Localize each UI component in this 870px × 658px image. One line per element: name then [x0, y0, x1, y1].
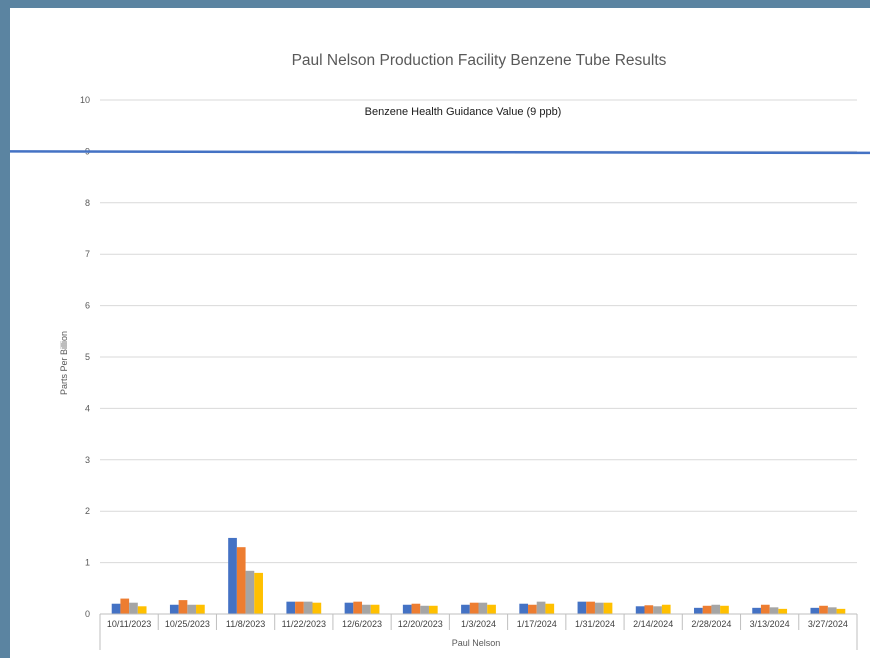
y-tick-label: 8: [85, 198, 90, 208]
y-axis-title: Parts Per Billion: [59, 331, 69, 395]
bar: [519, 603, 529, 614]
x-category-label: 12/20/2023: [398, 619, 443, 629]
reference-line-label: Benzene Health Guidance Value (9 ppb): [365, 106, 562, 118]
x-category-label: 11/8/2023: [226, 619, 265, 629]
bar: [586, 601, 595, 614]
x-category-label: 2/14/2024: [633, 619, 673, 629]
bar: [702, 605, 712, 614]
gridlines: [100, 99, 857, 564]
bar: [428, 605, 438, 614]
y-tick-label: 0: [85, 609, 90, 619]
bar: [228, 537, 237, 614]
bar: [836, 608, 846, 614]
bar: [169, 604, 179, 614]
bar: [694, 607, 703, 614]
y-tick-label: 5: [85, 352, 90, 362]
y-tick-label: 7: [85, 249, 90, 259]
bar: [187, 604, 197, 614]
bar: [461, 604, 470, 614]
x-axis: 10/11/2023 10/25/2023 11/8/2023 11/22/2023 1…: [99, 613, 858, 650]
y-tick-label: 6: [85, 301, 90, 311]
bar: [370, 604, 380, 614]
bar: [286, 601, 296, 614]
bar: [545, 603, 555, 614]
bar: [711, 604, 721, 614]
bar: [577, 601, 587, 614]
bar: [120, 598, 130, 614]
bar: [769, 607, 779, 614]
x-category-label: 10/25/2023: [165, 619, 210, 629]
bar: [411, 603, 421, 614]
bar: [236, 547, 246, 614]
chart-panel: Paul Nelson Production Facility Benzene …: [10, 8, 870, 658]
bar: [603, 602, 613, 614]
bar: [178, 600, 188, 614]
x-category-label: 1/3/2024: [461, 619, 496, 629]
bar: [245, 570, 255, 614]
x-category-label: 3/27/2024: [808, 619, 848, 629]
x-category-label: 1/17/2024: [517, 619, 557, 629]
y-axis-ticks: 012345678910: [80, 95, 90, 619]
bar: [254, 572, 263, 614]
bar: [402, 604, 412, 614]
bar: [478, 602, 488, 614]
bar: [303, 601, 313, 614]
bar: [353, 601, 363, 614]
y-tick-label: 4: [85, 403, 90, 413]
bar: [635, 606, 645, 614]
benzene-bar-chart: Paul Nelson Production Facility Benzene …: [10, 52, 870, 650]
bar: [295, 601, 304, 614]
bar: [752, 607, 761, 614]
bar: [594, 602, 604, 614]
bar: [487, 604, 496, 614]
bar: [312, 602, 322, 614]
x-category-label: 2/28/2024: [691, 619, 731, 629]
bar: [137, 606, 147, 614]
bar: [720, 605, 729, 614]
y-tick-label: 1: [85, 558, 90, 568]
chart-title: Paul Nelson Production Facility Benzene …: [292, 52, 667, 69]
x-category-label: 11/22/2023: [282, 619, 326, 629]
bar: [111, 603, 121, 614]
x-category-label: 1/31/2024: [575, 619, 615, 629]
bar: [129, 602, 138, 614]
bar: [528, 604, 537, 614]
bar: [344, 602, 354, 614]
bar: [661, 604, 671, 614]
x-axis-group-label: Paul Nelson: [452, 638, 501, 648]
bar: [810, 607, 820, 614]
y-tick-label: 10: [80, 95, 90, 105]
bar: [827, 607, 837, 614]
bar: [196, 604, 205, 614]
reference-line: [10, 150, 870, 155]
bar: [420, 605, 429, 614]
bar: [362, 604, 371, 614]
bar: [819, 605, 828, 614]
bar: [469, 602, 479, 614]
x-category-label: 10/11/2023: [107, 619, 151, 629]
bar: [760, 604, 770, 614]
y-tick-label: 2: [85, 506, 90, 516]
y-tick-label: 3: [85, 455, 90, 465]
bar: [778, 608, 788, 614]
bar: [536, 601, 546, 614]
bar-series: [111, 537, 846, 614]
bar: [644, 605, 654, 614]
x-category-label: 3/13/2024: [750, 619, 790, 629]
bar: [653, 606, 662, 614]
x-category-label: 12/6/2023: [342, 619, 382, 629]
